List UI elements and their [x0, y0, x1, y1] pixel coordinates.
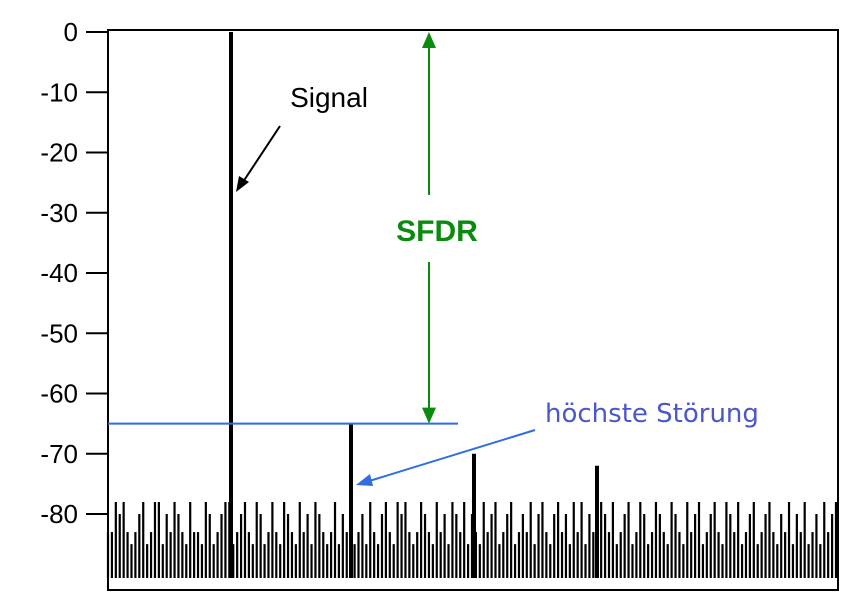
sfdr-label: SFDR — [396, 215, 478, 248]
signal-label: Signal — [290, 82, 368, 113]
y-tick-label: -50 — [40, 318, 78, 348]
signal-annotation — [236, 125, 281, 192]
y-tick-label: -40 — [40, 258, 78, 288]
y-tick-label: 0 — [64, 17, 78, 47]
y-tick-label: -10 — [40, 77, 78, 107]
y-tick-label: -60 — [40, 379, 78, 409]
plot-frame — [107, 29, 839, 591]
sfdr-arrow — [422, 32, 436, 424]
y-tick-label: -20 — [40, 138, 78, 168]
y-tick-label: -80 — [40, 499, 78, 529]
highest-spur-label: höchste Störung — [545, 399, 759, 429]
y-axis-ticks: 0 -10 -20 -30 -40 -50 -60 -70 -80 — [40, 17, 108, 529]
y-tick-label: -30 — [40, 198, 78, 228]
noise-floor-bars — [106, 501, 838, 578]
y-tick-label: -70 — [40, 439, 78, 469]
spur-annotation — [356, 429, 536, 486]
